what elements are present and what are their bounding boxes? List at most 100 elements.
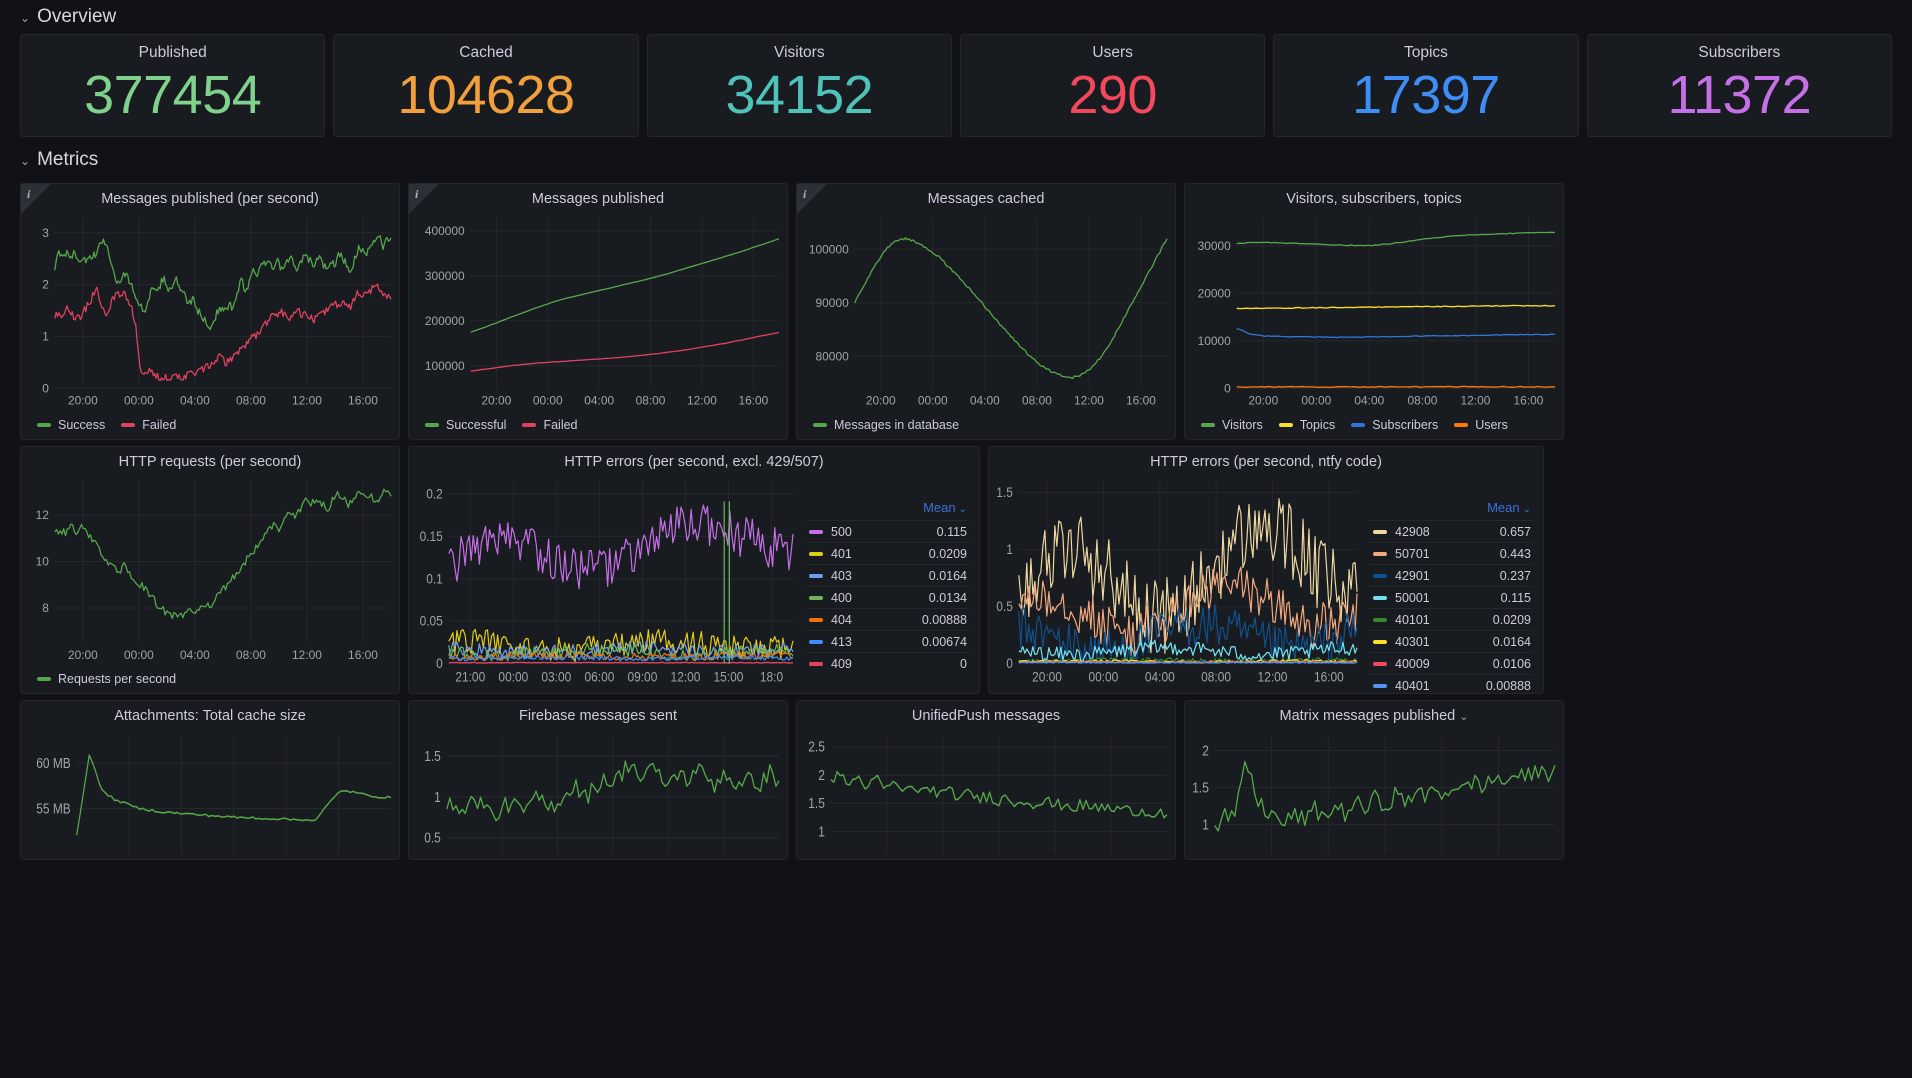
legend-value: 0.115	[936, 524, 967, 539]
stat-panel-published[interactable]: Published 377454	[20, 34, 326, 137]
plot-area[interactable]: 80000 90000 100000 20:00 00:00 04:00 08:00 12:0…	[797, 209, 1175, 415]
panel-legend: Successful Failed	[409, 415, 787, 439]
panel-legend: Requests per second	[21, 669, 399, 693]
panel-messages-published-total[interactable]: i Messages published 100000 200000 300000 400…	[408, 183, 788, 440]
panel-unifiedpush-messages[interactable]: UnifiedPush messages 1 1.5 2 2.5	[796, 700, 1176, 860]
panel-visitors-subscribers-topics[interactable]: Visitors, subscribers, topics 0 10000 20000…	[1184, 183, 1564, 440]
plot-area[interactable]: 0 0.05 0.1 0.15 0.2 21:00 00:00 03:00 06:00 09:00…	[409, 472, 801, 693]
stat-panel-topics[interactable]: Topics 17397	[1273, 34, 1579, 137]
svg-text:04:00: 04:00	[1354, 394, 1384, 408]
plot-area[interactable]: 0.5 1 1.5	[409, 726, 787, 859]
legend-row[interactable]: 42908 0.657	[1369, 520, 1533, 542]
svg-text:04:00: 04:00	[970, 394, 1000, 408]
series-color-swatch	[1373, 639, 1387, 644]
legend-table: Mean ⌄ 500 0.115 401 0.0209 403 0.0164 400 0.0134…	[801, 472, 979, 693]
svg-text:0.5: 0.5	[996, 598, 1013, 614]
svg-text:2.5: 2.5	[808, 739, 825, 755]
legend-row[interactable]: 401 0.0209	[805, 542, 969, 564]
svg-text:03:00: 03:00	[541, 669, 571, 685]
panel-title: Messages published (per second)	[101, 191, 319, 207]
series-color-swatch	[37, 677, 51, 681]
legend-row[interactable]: 40101 0.0209	[1369, 608, 1533, 630]
plot-area[interactable]: 1 1.5 2 2.5	[797, 726, 1175, 859]
series-color-swatch	[809, 551, 823, 556]
info-icon[interactable]: i	[803, 187, 807, 201]
legend-row[interactable]: 413 0.00674	[805, 630, 969, 652]
plot-area[interactable]: 1 1.5 2	[1185, 726, 1563, 859]
stat-panel-users[interactable]: Users 290	[959, 34, 1266, 137]
series-color-swatch	[1278, 423, 1293, 427]
panel-attachments-cache[interactable]: Attachments: Total cache size 55 MB 60 MB	[20, 700, 400, 860]
legend-item[interactable]: Failed	[121, 418, 176, 432]
svg-text:1: 1	[1006, 541, 1013, 557]
plot-area[interactable]: 55 MB 60 MB	[21, 726, 399, 859]
series-color-swatch	[1373, 551, 1387, 556]
svg-text:80000: 80000	[816, 349, 849, 363]
legend-item[interactable]: Success	[37, 418, 105, 432]
svg-text:16:00: 16:00	[348, 394, 378, 408]
legend-row[interactable]: 400 0.0134	[805, 586, 969, 608]
svg-text:00:00: 00:00	[124, 648, 154, 662]
panel-title: HTTP errors (per second, ntfy code)	[1150, 454, 1382, 470]
legend-row[interactable]: 50701 0.443	[1369, 542, 1533, 564]
svg-text:08:00: 08:00	[1201, 669, 1231, 685]
row-header-overview[interactable]: ⌄ Overview	[10, 0, 1902, 34]
legend-value: 0.237	[1499, 568, 1531, 583]
legend-item[interactable]: Messages in database	[813, 418, 959, 432]
legend-row[interactable]: 403 0.0164	[805, 564, 969, 586]
legend-item[interactable]: Failed	[522, 418, 578, 432]
plot-area[interactable]: 0 10000 20000 30000 20:00 00:00 04:00 08:00 12:0…	[1185, 209, 1563, 415]
info-icon[interactable]: i	[27, 187, 31, 201]
plot-area[interactable]: 0 0.5 1 1.5 20:00 00:00 04:00 08:00 12:00 16:00	[989, 472, 1365, 693]
info-icon[interactable]: i	[415, 187, 419, 201]
legend-row[interactable]: 42901 0.237	[1369, 564, 1533, 586]
panel-matrix-messages[interactable]: Matrix messages published ⌄ 1 1.5 2	[1184, 700, 1564, 860]
legend-row[interactable]: 40301 0.0164	[1369, 630, 1533, 652]
legend-item[interactable]: Visitors	[1201, 418, 1263, 432]
panel-firebase-messages[interactable]: Firebase messages sent 0.5 1 1.5	[408, 700, 788, 860]
stat-panel-visitors[interactable]: Visitors 34152	[646, 34, 952, 137]
panel-http-errors-ntfy[interactable]: HTTP errors (per second, ntfy code) 0 0.5 1…	[988, 446, 1544, 694]
svg-text:0.2: 0.2	[426, 486, 443, 502]
row-header-metrics[interactable]: ⌄ Metrics	[10, 143, 1902, 177]
svg-text:12:00: 12:00	[1461, 394, 1491, 408]
legend-value: 0	[960, 656, 967, 671]
panel-legend: Success Failed	[21, 415, 399, 439]
panel-http-errors-excl[interactable]: HTTP errors (per second, excl. 429/507) 0…	[408, 446, 980, 694]
legend-row[interactable]: 409 0	[805, 652, 969, 674]
legend-row[interactable]: 40009 0.0106	[1369, 652, 1533, 674]
stat-panel-cached[interactable]: Cached 104628	[333, 34, 639, 137]
panel-http-requests[interactable]: HTTP requests (per second) 8 10 12 20:00 00:0…	[20, 446, 400, 694]
svg-text:1.5: 1.5	[424, 748, 441, 764]
svg-text:60 MB: 60 MB	[36, 755, 71, 771]
panel-messages-published-rate[interactable]: i Messages published (per second) 0 1 2 3 20:0…	[20, 183, 400, 440]
legend-label: 40401	[1395, 678, 1430, 693]
legend-sort-header[interactable]: Mean ⌄	[923, 500, 967, 515]
svg-text:300000: 300000	[425, 269, 465, 283]
legend-row[interactable]: 40401 0.00888	[1369, 674, 1533, 693]
legend-item[interactable]: Successful	[425, 418, 506, 432]
legend-item[interactable]: Subscribers	[1351, 418, 1438, 432]
legend-item[interactable]: Users	[1454, 418, 1508, 432]
legend-item[interactable]: Requests per second	[37, 672, 176, 686]
svg-text:90000: 90000	[816, 296, 849, 310]
legend-value: 0.657	[1499, 524, 1531, 539]
plot-area[interactable]: 0 1 2 3 20:00 00:00 04:00 08:00 12:00 16:00	[21, 209, 399, 415]
legend-row[interactable]: 500 0.115	[805, 520, 969, 542]
svg-text:1: 1	[434, 789, 441, 805]
legend-label: 50701	[1395, 546, 1430, 561]
legend-label: 403	[831, 568, 852, 583]
stat-panel-subscribers[interactable]: Subscribers 11372	[1586, 34, 1892, 137]
legend-item[interactable]: Topics	[1278, 418, 1335, 432]
legend-label: 400	[831, 590, 852, 605]
legend-row[interactable]: 404 0.00888	[805, 608, 969, 630]
series-color-swatch	[813, 423, 827, 427]
svg-text:12:00: 12:00	[671, 669, 701, 685]
svg-text:0: 0	[42, 381, 49, 395]
panel-messages-cached[interactable]: i Messages cached 80000 90000 100000 20:00 00:…	[796, 183, 1176, 440]
legend-sort-header[interactable]: Mean ⌄	[1487, 500, 1531, 515]
plot-area[interactable]: 8 10 12 20:00 00:00 04:00 08:00 12:00 16:00	[21, 472, 399, 669]
stat-value: 377454	[84, 65, 262, 125]
plot-area[interactable]: 100000 200000 300000 400000 20:00 00:00 04:00 0…	[409, 209, 787, 415]
legend-row[interactable]: 50001 0.115	[1369, 586, 1533, 608]
